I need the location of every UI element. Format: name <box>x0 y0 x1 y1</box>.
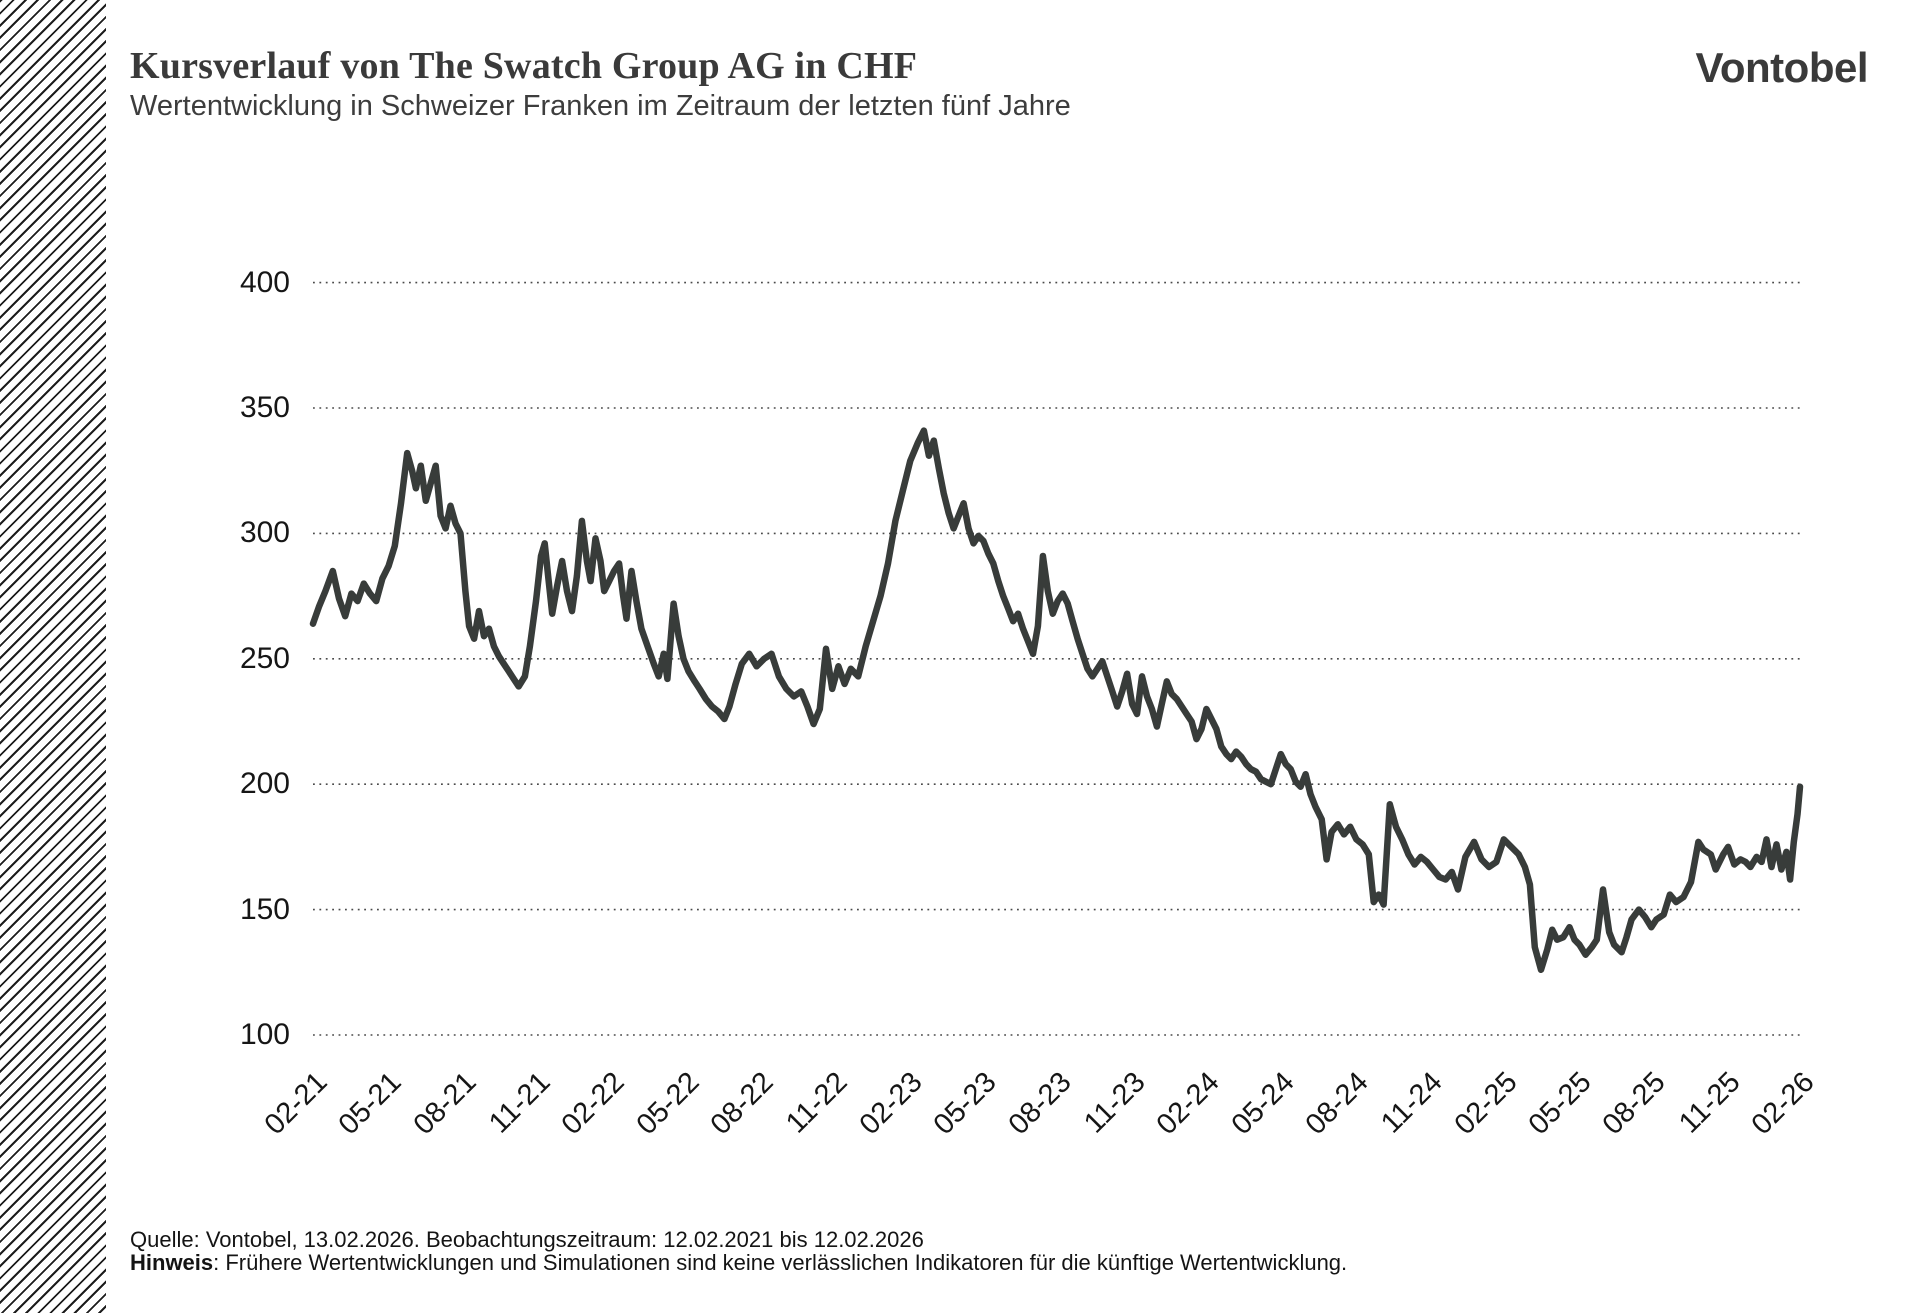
hinweis-text: : Frühere Wertentwicklungen und Simulati… <box>213 1250 1348 1275</box>
y-tick-label-250: 250 <box>239 641 290 675</box>
price-line <box>309 427 1804 974</box>
page-subtitle: Wertentwicklung in Schweizer Franken im … <box>130 90 1071 122</box>
y-tick-label-350: 350 <box>239 391 290 424</box>
hinweis-label: Hinweis <box>130 1250 214 1275</box>
y-tick-label-150: 150 <box>239 892 290 926</box>
hatch-stripe <box>0 0 106 1313</box>
y-tick-label-400: 400 <box>239 265 290 299</box>
hinweis-line: Hinweis: Frühere Wertentwicklungen und S… <box>130 1250 1347 1276</box>
vontobel-logo: Vontobel <box>1695 44 1868 91</box>
page-title: Kursverlauf von The Swatch Group AG in C… <box>130 45 918 87</box>
y-tick-label-100: 100 <box>239 1018 290 1051</box>
y-tick-label-200: 200 <box>239 767 290 801</box>
source-line: Quelle: Vontobel, 13.02.2026. Beobachtun… <box>130 1227 924 1252</box>
y-tick-label-300: 300 <box>239 516 290 550</box>
